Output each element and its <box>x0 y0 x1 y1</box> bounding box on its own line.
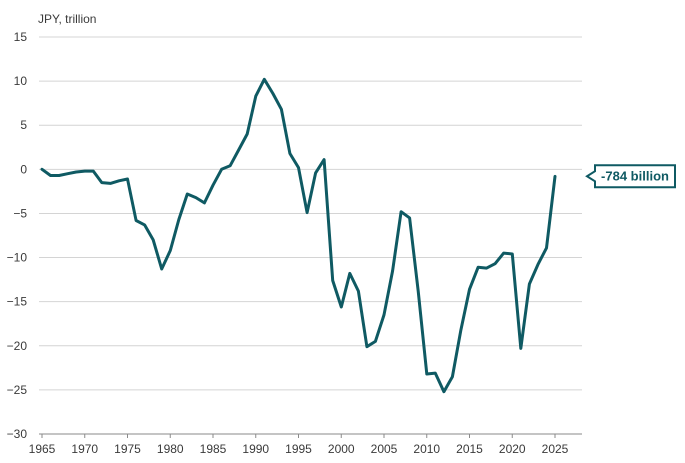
y-tick-label: −15 <box>7 295 28 309</box>
y-tick-label: 15 <box>14 30 28 44</box>
x-tick-label: 1990 <box>242 442 269 456</box>
y-tick-label: −10 <box>7 251 28 265</box>
y-tick-label: −25 <box>7 383 28 397</box>
x-tick-label: 1980 <box>157 442 184 456</box>
x-tick-label: 1965 <box>29 442 56 456</box>
x-tick-label: 2015 <box>456 442 483 456</box>
x-tick-labels: 1965 1970 1975 1980 1985 1990 1995 2000 2005 2010… <box>29 434 569 456</box>
x-tick-label: 2000 <box>328 442 355 456</box>
y-tick-labels: 15 10 5 0 −5 −10 −15 −20 −25 −30 <box>7 30 28 441</box>
y-axis-label: JPY, trillion <box>38 12 96 26</box>
y-tick-label: 0 <box>20 162 27 176</box>
x-tick-label: 1970 <box>71 442 98 456</box>
x-tick-label: 2020 <box>499 442 526 456</box>
x-tick-label: 2010 <box>413 442 440 456</box>
x-tick-label: 1985 <box>200 442 227 456</box>
y-tick-label: −20 <box>7 339 28 353</box>
callout-box <box>585 164 676 189</box>
y-tick-label: 10 <box>14 74 28 88</box>
x-tick-label: 2005 <box>371 442 398 456</box>
x-tick-label: 2025 <box>542 442 569 456</box>
series-line <box>40 77 557 394</box>
y-tick-label: 5 <box>20 118 27 132</box>
value-callout: -784 billion <box>585 164 676 189</box>
x-tick-label: 1995 <box>285 442 312 456</box>
gridlines <box>39 36 582 391</box>
y-tick-label: −30 <box>7 427 28 441</box>
callout-label: -784 billion <box>601 169 669 184</box>
y-tick-label: −5 <box>13 206 27 220</box>
x-tick-label: 1975 <box>114 442 141 456</box>
